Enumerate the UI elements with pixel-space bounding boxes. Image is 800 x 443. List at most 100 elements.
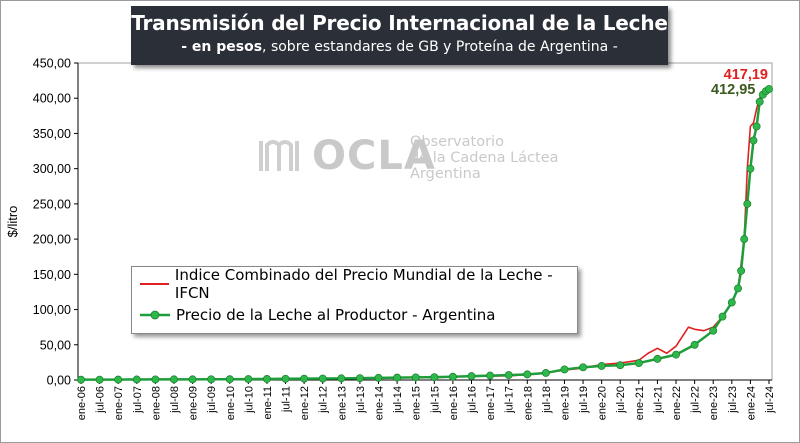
argentina-series-point — [616, 361, 625, 370]
x-tick-label: ene-07 — [113, 386, 125, 420]
argentina-series-point — [374, 373, 383, 382]
argentina-series-point — [77, 375, 85, 384]
x-tick-label: jul-18 — [541, 386, 553, 414]
argentina-series-point — [411, 373, 420, 382]
watermark-line1: Observatorio — [410, 134, 504, 150]
chart-title: Transmisión del Precio Internacional de … — [131, 11, 668, 35]
x-tick-label: ene-12 — [299, 386, 311, 420]
argentina-series-point — [467, 372, 476, 381]
legend-entry-argentina: Precio de la Leche al Productor - Argent… — [132, 305, 495, 325]
argentina-series-point — [734, 284, 742, 293]
y-tick-label: 250,00 — [33, 197, 71, 211]
argentina-series-point — [393, 373, 402, 382]
chart-legend: Indice Combinado del Precio Mundial de l… — [131, 266, 578, 334]
argentina-series-point — [727, 298, 736, 307]
x-tick-label: ene-22 — [671, 386, 683, 420]
argentina-series-point — [337, 374, 346, 383]
argentina-series-point — [718, 312, 727, 321]
x-tick-label: ene-20 — [597, 386, 609, 420]
argentina-series-point — [95, 375, 104, 384]
argentina-series-point — [765, 85, 773, 94]
chart-subtitle: - en pesos, sobre estandares de GB y Pro… — [131, 39, 668, 55]
argentina-series-point — [281, 374, 290, 383]
x-tick-label: ene-11 — [262, 386, 274, 419]
argentina-series-point — [244, 375, 253, 384]
x-tick-label: ene-21 — [634, 386, 646, 420]
y-tick-label: 350,00 — [33, 127, 71, 141]
chart-subtitle-bold: - en pesos — [181, 39, 263, 55]
argentina-series-point — [170, 375, 178, 384]
legend-line-argentina-icon — [140, 310, 170, 320]
chart-subtitle-rest: , sobre estandares de GB y Proteína de A… — [262, 39, 618, 55]
y-tick-label: 50,00 — [40, 338, 71, 352]
argentina-series-point — [355, 374, 364, 383]
y-tick-label: 150,00 — [33, 268, 71, 282]
x-tick-label: jul-23 — [727, 386, 739, 414]
y-tick-label: 400,00 — [33, 92, 71, 106]
argentina-series-point — [560, 365, 569, 374]
argentina-series-point — [225, 375, 234, 384]
argentina-series-point — [737, 266, 746, 275]
x-tick-label: ene-13 — [336, 386, 348, 420]
watermark-logo-text: OCLA — [312, 133, 436, 179]
argentina-series-point — [709, 326, 718, 335]
x-tick-label: ene-17 — [485, 386, 497, 420]
x-tick-label: jul-24 — [764, 386, 776, 414]
ocla-logo-icon — [259, 140, 299, 171]
legend-label-argentina: Precio de la Leche al Productor - Argent… — [176, 306, 496, 324]
argentina-series-point — [579, 363, 588, 372]
argentina-series-point — [132, 375, 141, 384]
y-tick-label: 0,00 — [47, 374, 71, 388]
x-tick-label: jul-16 — [466, 386, 478, 414]
y-axis-label: $/litro — [5, 206, 20, 238]
x-tick-label: jul-12 — [318, 386, 330, 414]
argentina-series-point — [207, 375, 216, 384]
watermark-line2: de la Cadena Láctea — [410, 150, 559, 166]
argentina-series-point — [740, 235, 749, 244]
argentina-series-point — [151, 375, 160, 384]
x-tick-label: ene-15 — [411, 386, 423, 420]
argentina-series-point — [486, 371, 495, 380]
x-tick-label: jul-20 — [615, 386, 627, 414]
argentina-series-point — [752, 122, 761, 131]
x-tick-label: jul-13 — [355, 386, 367, 414]
y-tick-label: 300,00 — [33, 162, 71, 176]
argentina-series-point — [523, 370, 532, 379]
x-tick-label: ene-06 — [76, 386, 88, 420]
argentina-series-point — [672, 350, 680, 359]
argentina-series-point — [597, 361, 606, 370]
legend-label-ifcn: Indice Combinado del Precio Mundial de l… — [174, 266, 553, 302]
argentina-series-point — [114, 375, 123, 384]
x-tick-label: jul-22 — [690, 386, 702, 414]
argentina-series-point — [448, 372, 457, 381]
watermark-line3: Argentina — [410, 166, 481, 182]
x-tick-label: ene-19 — [559, 386, 571, 420]
argentina-series-point — [755, 97, 764, 106]
x-tick-label: ene-14 — [374, 386, 386, 420]
argentina-last-value-label: 412,95 — [711, 82, 755, 98]
argentina-series-point — [746, 164, 755, 173]
y-tick-label: 100,00 — [33, 303, 71, 317]
legend-line-ifcn-icon — [140, 283, 169, 285]
argentina-series-point — [541, 369, 550, 377]
argentina-series-point — [749, 136, 758, 145]
x-tick-label: ene-23 — [708, 386, 720, 420]
x-tick-label: ene-18 — [522, 386, 534, 420]
x-tick-label: ene-08 — [150, 386, 162, 420]
x-tick-label: jul-11 — [281, 386, 293, 413]
x-tick-label: jul-10 — [243, 386, 255, 414]
argentina-series-point — [318, 374, 327, 383]
y-tick-label: 450,00 — [33, 57, 71, 71]
x-tick-label: ene-16 — [448, 386, 460, 420]
x-tick-label: jul-19 — [578, 386, 590, 414]
x-tick-label: ene-09 — [188, 386, 200, 420]
argentina-series-point — [188, 375, 197, 384]
x-tick-label: jul-17 — [504, 386, 516, 414]
argentina-series-point — [504, 371, 513, 380]
x-tick-label: ene-10 — [225, 386, 237, 420]
argentina-series-point — [634, 359, 643, 368]
chart-title-box: Transmisión del Precio Internacional de … — [131, 6, 668, 65]
argentina-series-point — [430, 373, 439, 382]
x-tick-label: jul-08 — [169, 386, 181, 414]
